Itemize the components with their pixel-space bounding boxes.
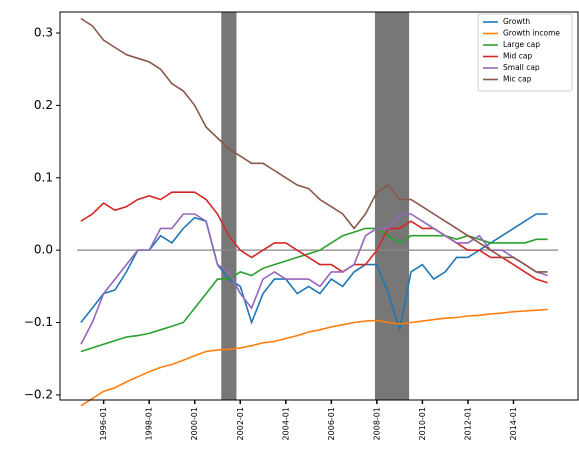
legend-box [477, 13, 573, 92]
plot-frame [59, 11, 579, 401]
series-line [80, 213, 548, 345]
y-tick-label: 0.2 [34, 98, 53, 112]
x-tick-label: 2010-01 [418, 407, 427, 440]
x-tick-label: 2002-01 [236, 407, 245, 440]
y-tick-label: 0.0 [34, 243, 53, 257]
y-tick-label: −0.1 [24, 315, 53, 329]
x-tick-label: 1996-01 [99, 407, 108, 440]
x-tick-label: 2000-01 [190, 407, 199, 440]
legend-label: Small cap [503, 63, 540, 72]
shaded-region [374, 12, 410, 400]
x-tick-label: 2012-01 [463, 407, 472, 440]
x-tick-label: 2006-01 [327, 407, 336, 440]
legend-label: Large cap [503, 40, 540, 49]
series-line [80, 191, 548, 284]
series-line [80, 17, 548, 273]
y-tick-label: 0.3 [34, 25, 53, 39]
legend-label: Mic cap [503, 75, 532, 84]
shaded-region [221, 12, 237, 400]
x-tick-label: 2014-01 [509, 407, 518, 440]
y-tick-label: 0.1 [34, 170, 53, 184]
x-tick-label: 2008-01 [372, 407, 381, 440]
legend-label: Mid cap [503, 52, 532, 61]
series-line [80, 308, 548, 407]
legend-label: Growth income [503, 29, 560, 38]
x-tick-label: 1998-01 [145, 407, 154, 440]
legend-label: Growth [503, 17, 530, 26]
series-line [80, 213, 548, 331]
y-tick-label: −0.2 [24, 387, 53, 401]
x-tick-label: 2004-01 [281, 407, 290, 440]
